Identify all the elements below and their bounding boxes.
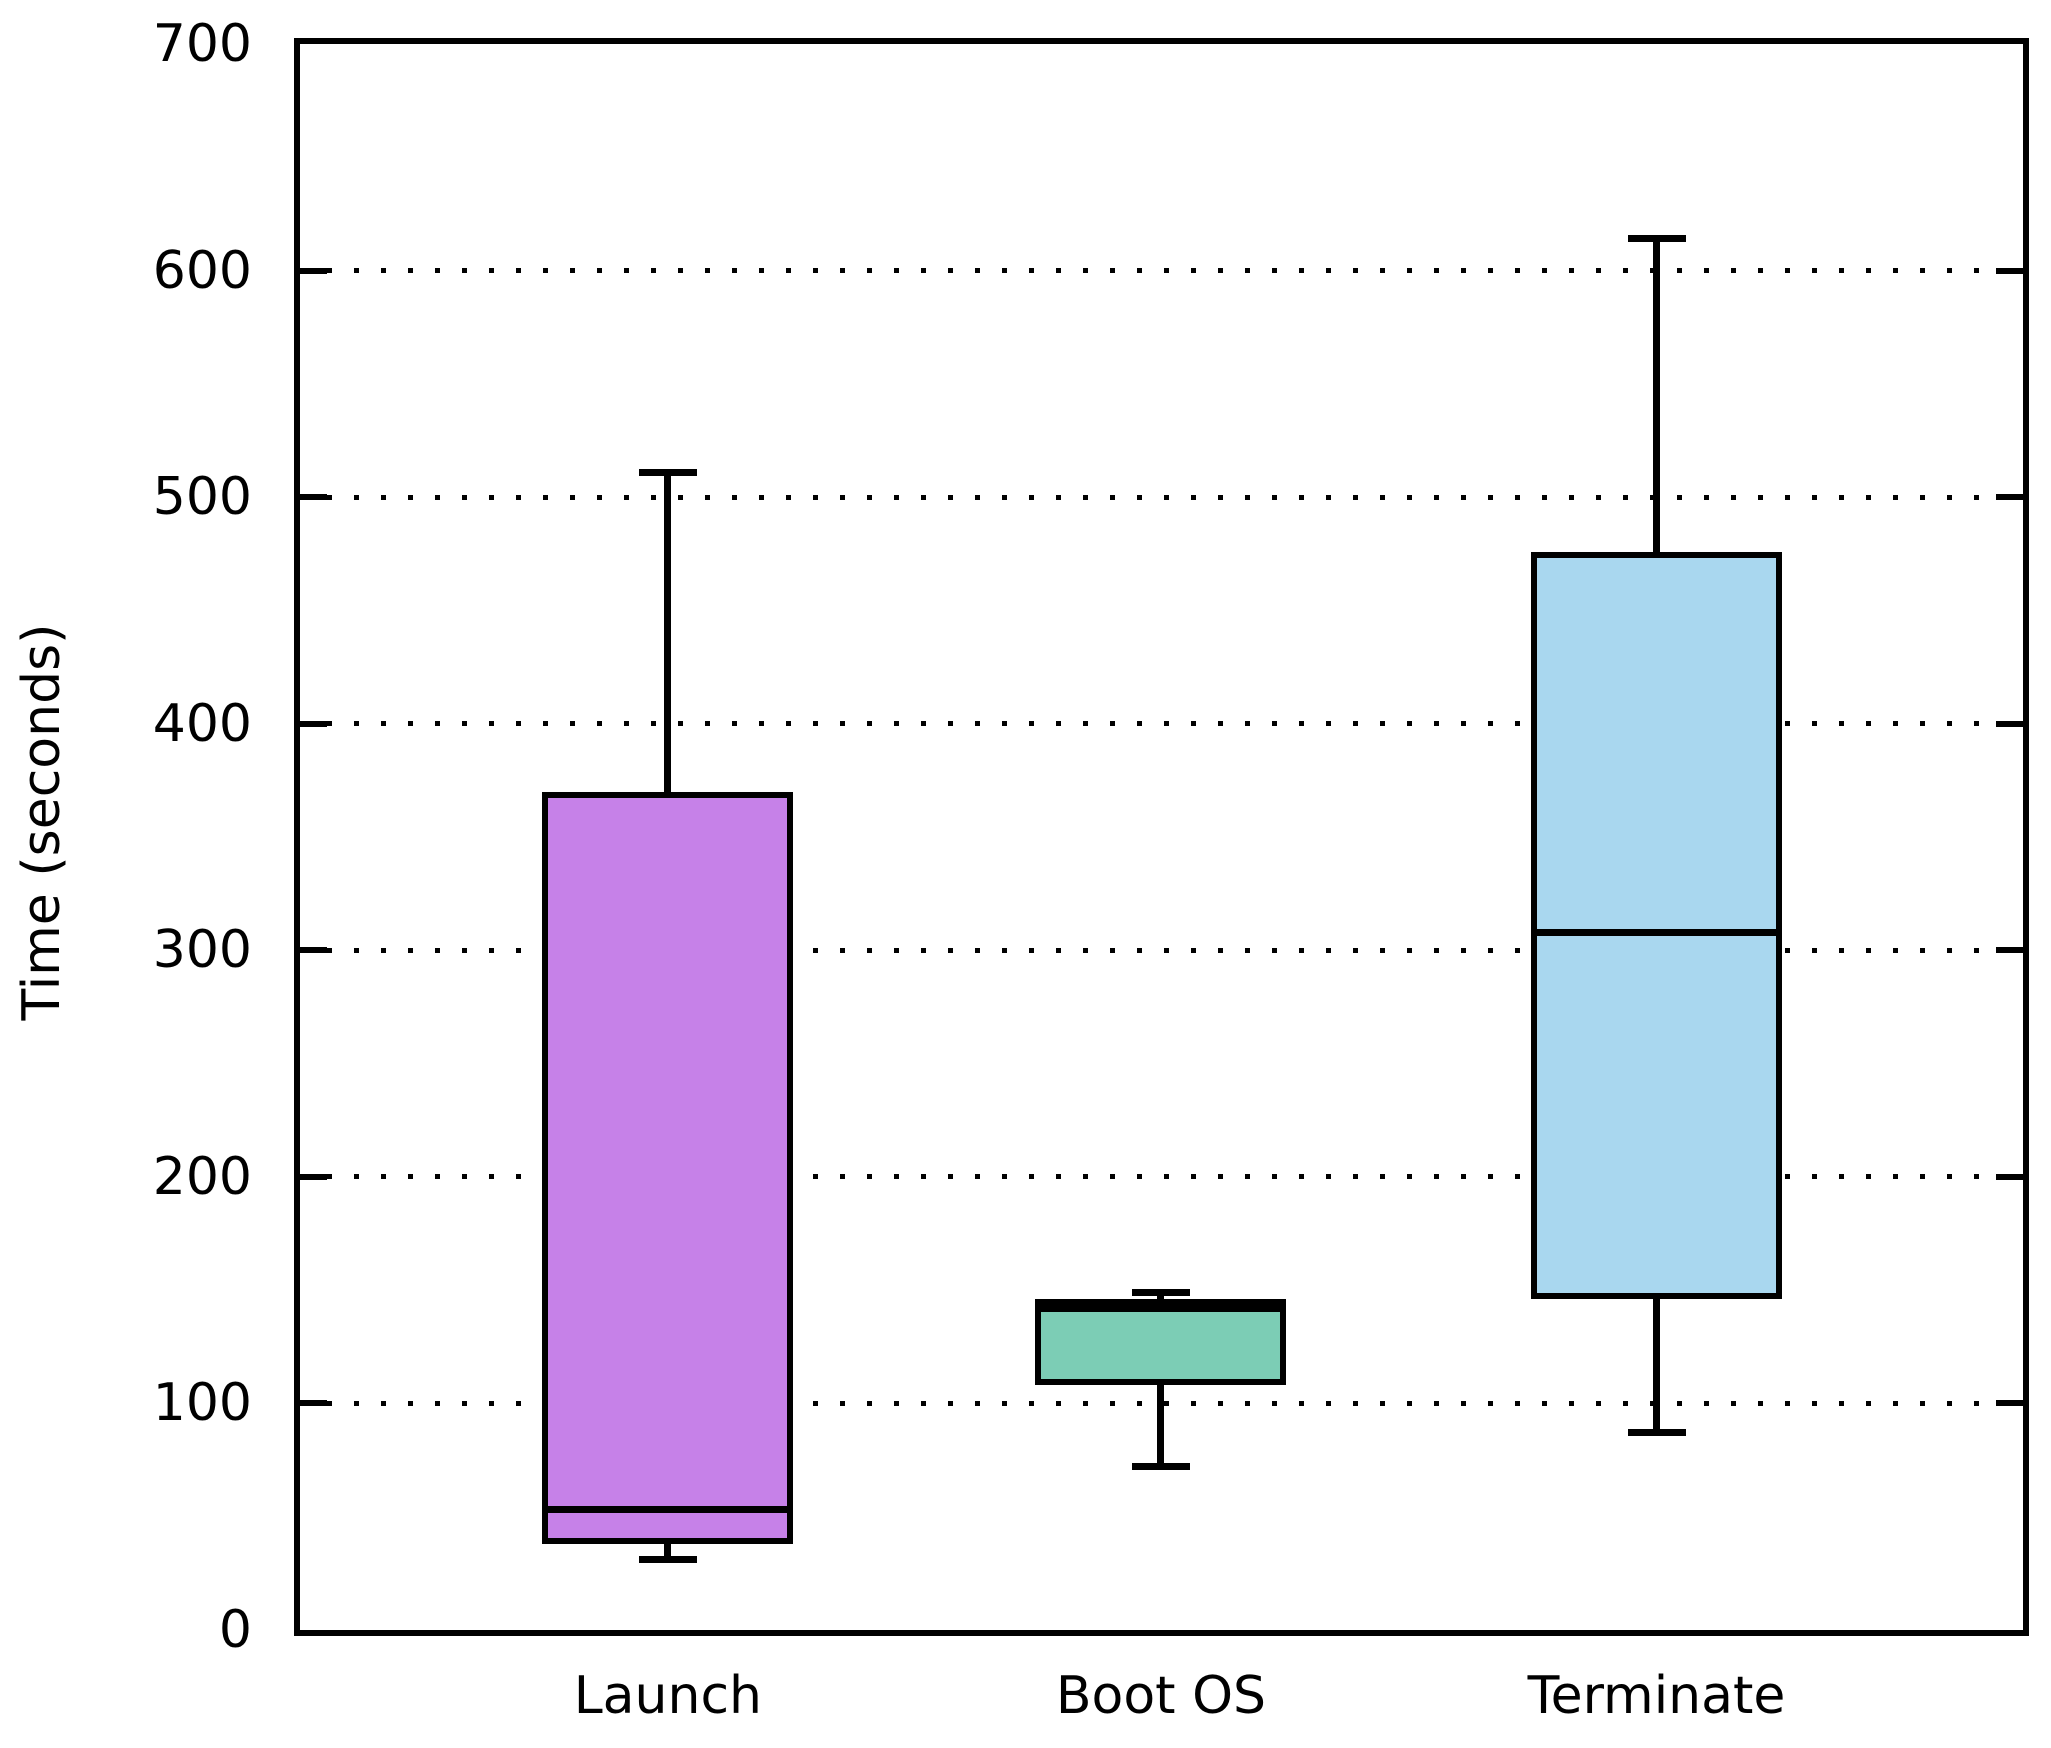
- gridline-400: [300, 721, 2023, 727]
- gridline-500: [300, 494, 2023, 500]
- y-tick-label-600: 600: [152, 240, 252, 301]
- gridline-600: [300, 268, 2023, 274]
- plot-inner: [300, 44, 2023, 1630]
- y-tick-right-400: [1996, 720, 2023, 727]
- median-line: [542, 1506, 794, 1514]
- max-cap: [1131, 1288, 1190, 1296]
- lower-whisker: [1157, 1385, 1165, 1467]
- y-tick-left-600: [300, 267, 327, 274]
- iqr-box-terminate: [1531, 551, 1783, 1300]
- y-tick-label-500: 500: [152, 467, 252, 528]
- iqr-box-boot-os: [1035, 1299, 1287, 1386]
- y-tick-left-500: [300, 494, 327, 501]
- min-cap: [1627, 1429, 1686, 1437]
- min-cap: [1131, 1463, 1190, 1471]
- y-tick-right-100: [1996, 1400, 2023, 1407]
- lower-whisker: [1653, 1299, 1661, 1433]
- y-tick-label-400: 400: [152, 693, 252, 754]
- median-line: [1531, 928, 1783, 936]
- y-tick-left-200: [300, 1173, 327, 1180]
- iqr-box-launch: [542, 791, 794, 1544]
- y-tick-label-700: 700: [152, 14, 252, 74]
- y-tick-right-600: [1996, 267, 2023, 274]
- median-line: [1035, 1304, 1287, 1312]
- max-cap: [638, 468, 697, 476]
- y-tick-right-200: [1996, 1173, 2023, 1180]
- lower-whisker: [664, 1543, 672, 1560]
- gridline-300: [300, 947, 2023, 953]
- x-tick-label-launch: Launch: [573, 1666, 763, 1726]
- y-tick-left-100: [300, 1400, 327, 1407]
- x-tick-label-boot-os: Boot OS: [1055, 1666, 1267, 1726]
- y-tick-label-100: 100: [152, 1373, 252, 1434]
- y-tick-label-0: 0: [218, 1600, 252, 1660]
- x-tick-label-terminate: Terminate: [1527, 1666, 1786, 1726]
- y-tick-right-300: [1996, 947, 2023, 954]
- y-tick-left-400: [300, 720, 327, 727]
- y-tick-left-300: [300, 947, 327, 954]
- gridline-200: [300, 1174, 2023, 1180]
- y-tick-label-200: 200: [152, 1146, 252, 1207]
- y-tick-right-500: [1996, 494, 2023, 501]
- plot-area: [294, 38, 2029, 1636]
- upper-whisker: [1653, 238, 1661, 552]
- y-tick-label-300: 300: [152, 920, 252, 981]
- max-cap: [1627, 235, 1686, 243]
- upper-whisker: [664, 472, 672, 792]
- min-cap: [638, 1556, 697, 1564]
